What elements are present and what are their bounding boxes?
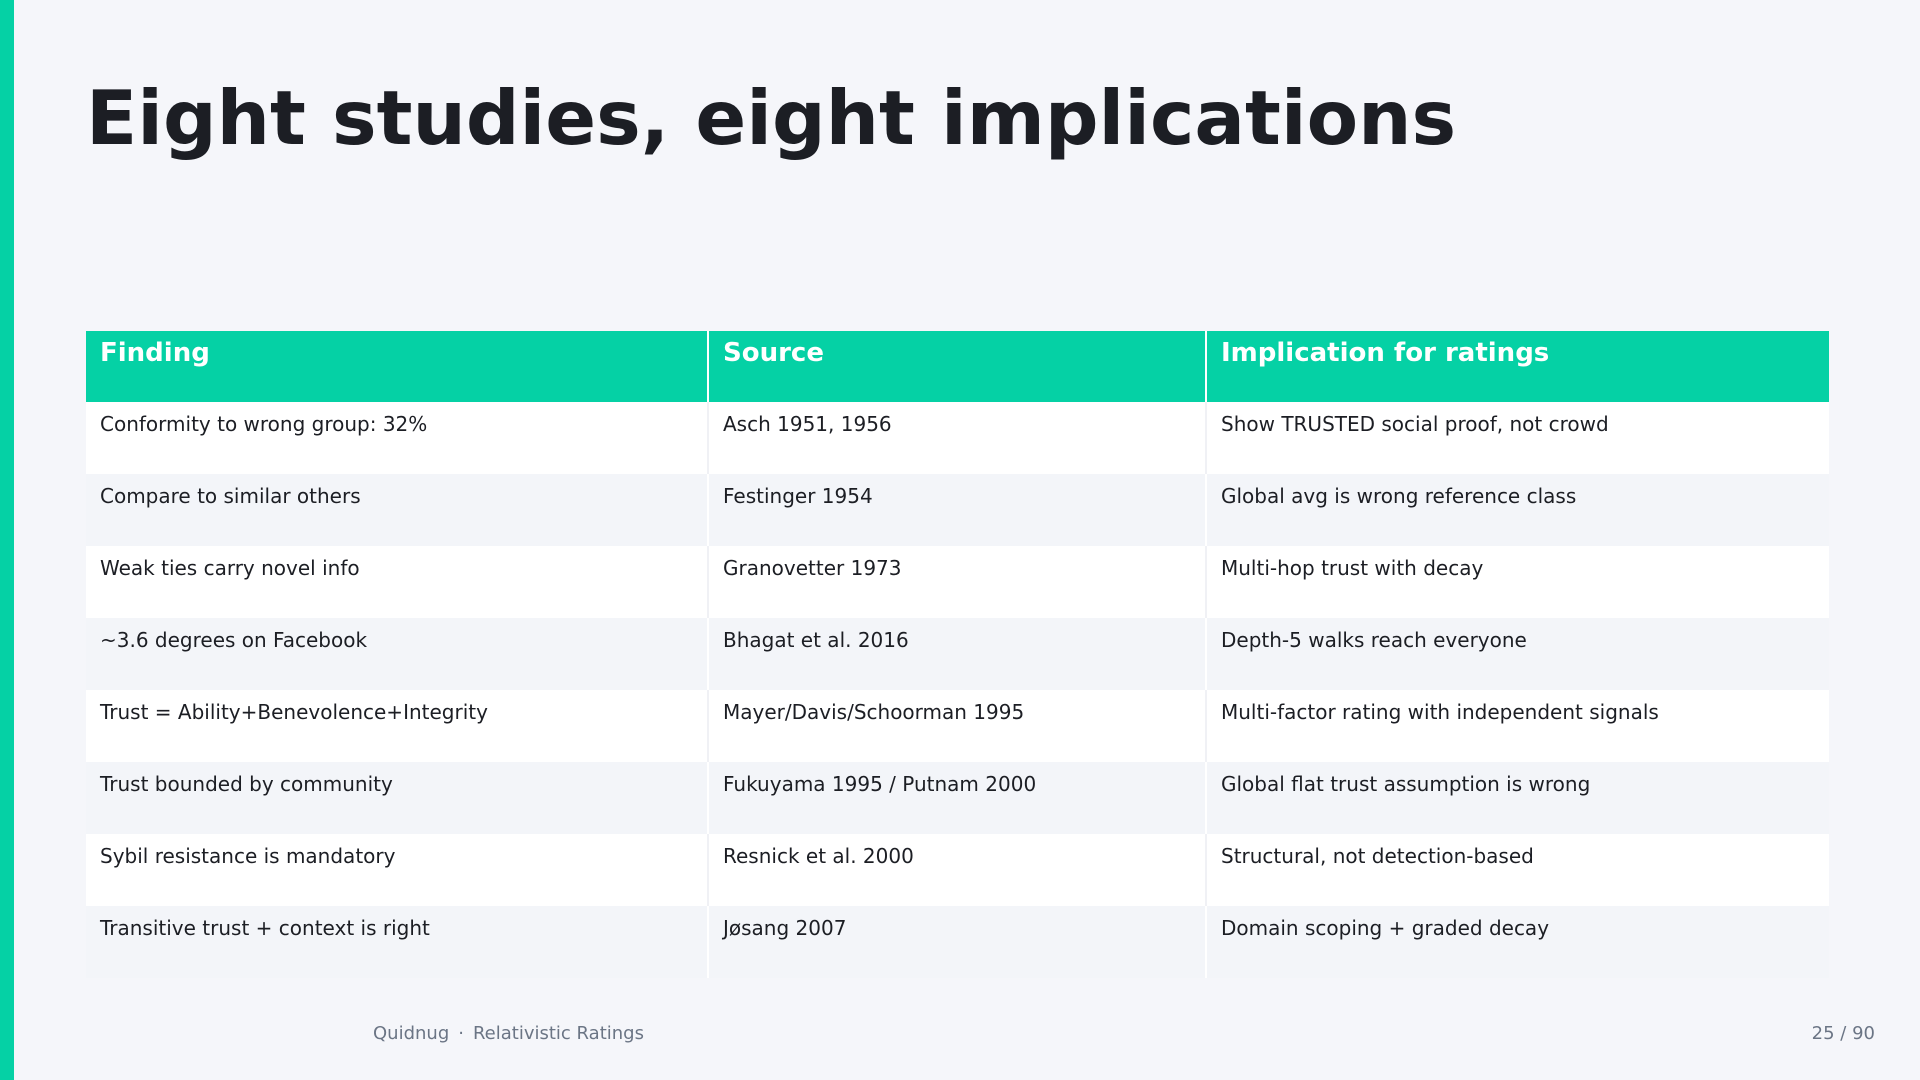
- footer-brand: Quidnug: [373, 1023, 450, 1044]
- implication-cell: Show TRUSTED social proof, not crowd: [1205, 402, 1829, 474]
- finding-cell: Transitive trust + context is right: [86, 906, 708, 978]
- header-finding: Finding: [86, 331, 708, 402]
- source-cell: Festinger 1954: [707, 474, 1206, 546]
- table-row: Weak ties carry novel info Granovetter 1…: [86, 546, 1829, 618]
- header-source: Source: [707, 331, 1206, 402]
- implication-cell: Global avg is wrong reference class: [1205, 474, 1829, 546]
- source-cell: Jøsang 2007: [707, 906, 1206, 978]
- page-number: 25 / 90: [1811, 1023, 1875, 1044]
- finding-cell: Trust = Ability+Benevolence+Integrity: [86, 690, 708, 762]
- table-header-row: Finding Source Implication for ratings: [86, 331, 1829, 402]
- header-implication: Implication for ratings: [1205, 331, 1829, 402]
- table-row: ~3.6 degrees on Facebook Bhagat et al. 2…: [86, 618, 1829, 690]
- finding-cell: Conformity to wrong group: 32%: [86, 402, 708, 474]
- table-row: Compare to similar others Festinger 1954…: [86, 474, 1829, 546]
- accent-bar: [0, 0, 14, 1080]
- footer-deck-title: Relativistic Ratings: [472, 1023, 644, 1044]
- table-row: Trust bounded by community Fukuyama 1995…: [86, 762, 1829, 834]
- finding-cell: Sybil resistance is mandatory: [86, 834, 708, 906]
- source-cell: Fukuyama 1995 / Putnam 2000: [707, 762, 1206, 834]
- table-row: Conformity to wrong group: 32% Asch 1951…: [86, 402, 1829, 474]
- table-row: Trust = Ability+Benevolence+Integrity Ma…: [86, 690, 1829, 762]
- source-cell: Granovetter 1973: [707, 546, 1206, 618]
- implication-cell: Global flat trust assumption is wrong: [1205, 762, 1829, 834]
- table-row: Sybil resistance is mandatory Resnick et…: [86, 834, 1829, 906]
- implication-cell: Multi-factor rating with independent sig…: [1205, 690, 1829, 762]
- finding-cell: ~3.6 degrees on Facebook: [86, 618, 708, 690]
- footer-deck-info: Quidnug · Relativistic Ratings: [373, 1023, 644, 1044]
- slide-title: Eight studies, eight implications: [86, 74, 1457, 162]
- finding-cell: Compare to similar others: [86, 474, 708, 546]
- finding-cell: Trust bounded by community: [86, 762, 708, 834]
- implication-cell: Domain scoping + graded decay: [1205, 906, 1829, 978]
- finding-cell: Weak ties carry novel info: [86, 546, 708, 618]
- source-cell: Asch 1951, 1956: [707, 402, 1206, 474]
- implication-cell: Structural, not detection-based: [1205, 834, 1829, 906]
- source-cell: Mayer/Davis/Schoorman 1995: [707, 690, 1206, 762]
- footer-separator: ·: [458, 1023, 464, 1044]
- findings-table: Finding Source Implication for ratings C…: [86, 331, 1829, 978]
- implication-cell: Depth-5 walks reach everyone: [1205, 618, 1829, 690]
- implication-cell: Multi-hop trust with decay: [1205, 546, 1829, 618]
- table-row: Transitive trust + context is right Jøsa…: [86, 906, 1829, 978]
- source-cell: Bhagat et al. 2016: [707, 618, 1206, 690]
- source-cell: Resnick et al. 2000: [707, 834, 1206, 906]
